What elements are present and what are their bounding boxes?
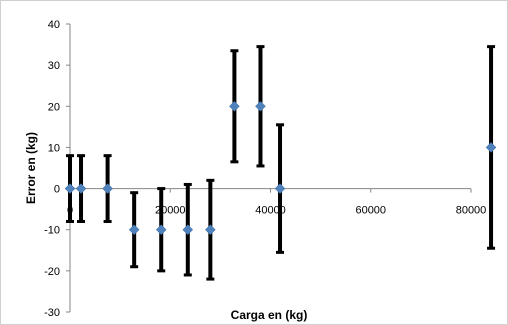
x-axis-title: Carga en (kg) [231, 308, 308, 322]
data-points [64, 100, 497, 236]
data-point-marker [128, 224, 140, 236]
y-tick-label: -20 [44, 266, 60, 278]
y-tick-label: 40 [48, 19, 60, 31]
data-point-marker [102, 183, 113, 194]
data-point-marker [64, 183, 76, 194]
data-point-marker [274, 183, 286, 194]
data-point-marker [75, 183, 87, 194]
data-point-marker [485, 142, 497, 153]
data-point-marker [155, 224, 167, 236]
data-point-marker [204, 224, 216, 236]
y-tick-label: 0 [54, 184, 60, 196]
x-tick-label: 80000 [456, 205, 487, 217]
y-tick-label: 20 [48, 101, 60, 113]
data-point-marker [255, 100, 266, 112]
y-axis-title: Error en (kg) [24, 132, 38, 204]
y-axis: -30 -20 -10 0 10 20 30 40 [44, 19, 71, 319]
data-point-marker [182, 224, 194, 236]
y-tick-label: -10 [44, 225, 60, 237]
error-bars [66, 45, 496, 281]
y-tick-label: 10 [48, 142, 60, 154]
x-tick-label: 60000 [355, 205, 386, 217]
y-tick-label: 30 [48, 60, 60, 72]
y-tick-label: -30 [44, 307, 60, 319]
data-point-marker [229, 100, 240, 112]
